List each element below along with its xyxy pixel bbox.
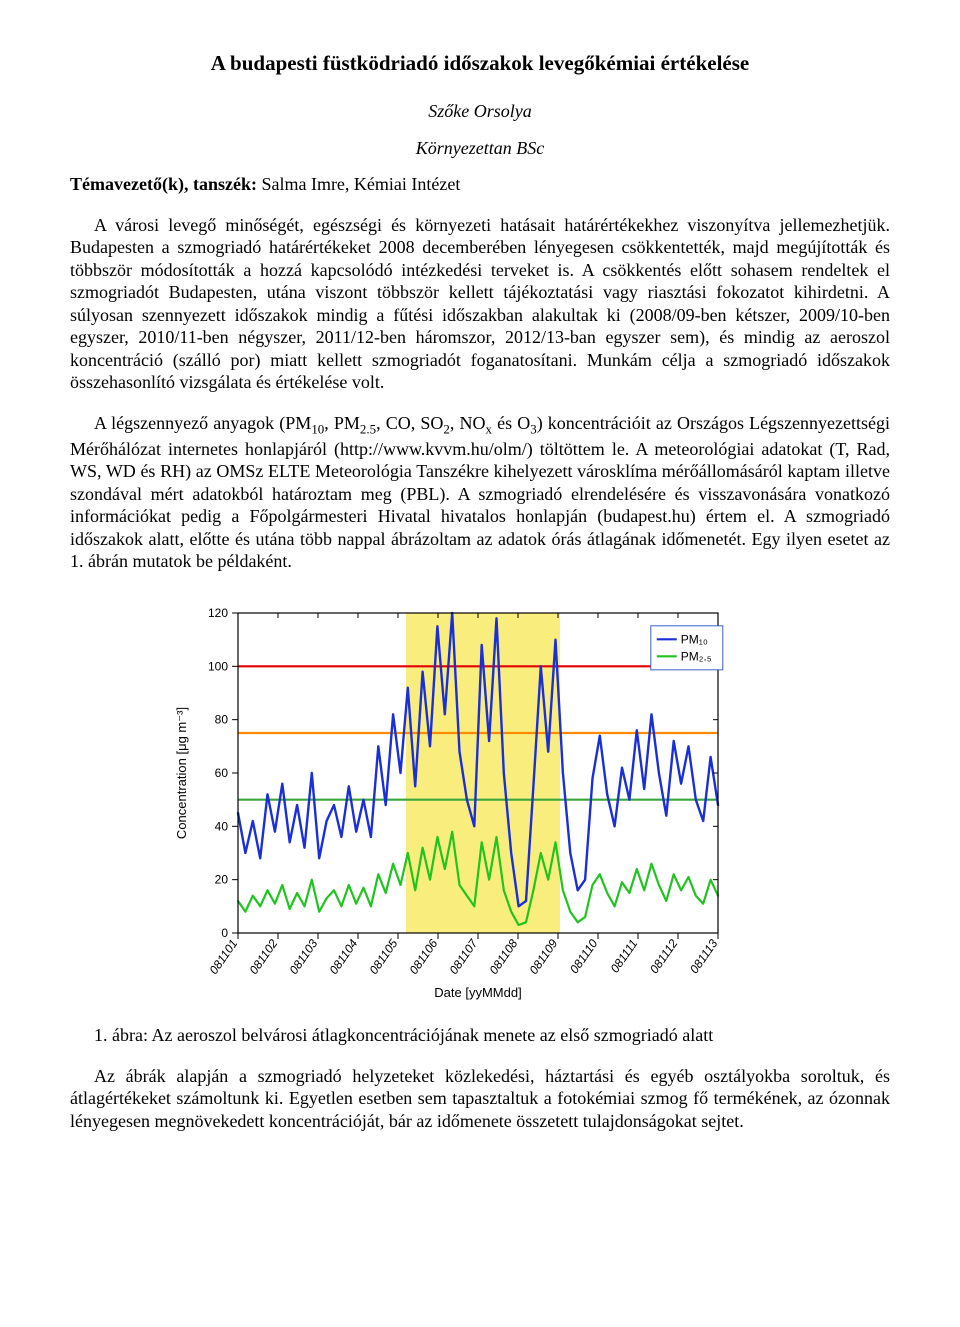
svg-text:100: 100: [208, 659, 228, 673]
svg-text:PM₁₀: PM₁₀: [681, 632, 708, 646]
doc-author: Szőke Orsolya: [70, 100, 890, 123]
paragraph-2: A légszennyező anyagok (PM10, PM2.5, CO,…: [70, 412, 890, 573]
svg-text:PM₂.₅: PM₂.₅: [681, 649, 712, 663]
svg-text:60: 60: [215, 766, 229, 780]
advisor-prefix: Témavezető(k), tanszék:: [70, 174, 261, 194]
figure-1-caption: 1. ábra: Az aeroszol belvárosi átlagkonc…: [70, 1024, 890, 1047]
svg-text:120: 120: [208, 606, 228, 620]
svg-text:80: 80: [215, 712, 229, 726]
svg-text:20: 20: [215, 872, 229, 886]
doc-advisor-line: Témavezető(k), tanszék: Salma Imre, Kémi…: [70, 173, 890, 196]
advisor-name: Salma Imre, Kémiai Intézet: [261, 174, 460, 194]
aerosol-concentration-chart: 0204060801001200811010811020811030811040…: [160, 595, 800, 1015]
svg-text:40: 40: [215, 819, 229, 833]
paragraph-3: Az ábrák alapján a szmogriadó helyzeteke…: [70, 1065, 890, 1133]
figure-1: 0204060801001200811010811020811030811040…: [70, 595, 890, 1047]
svg-text:Date [yyMMdd]: Date [yyMMdd]: [434, 985, 521, 1000]
svg-text:Concentration [μg m⁻³]: Concentration [μg m⁻³]: [174, 706, 189, 838]
doc-degree: Környezettan BSc: [70, 137, 890, 160]
paragraph-1: A városi levegő minőségét, egészségi és …: [70, 214, 890, 394]
doc-title: A budapesti füstködriadó időszakok leveg…: [70, 50, 890, 76]
document-page: A budapesti füstködriadó időszakok leveg…: [0, 0, 960, 1182]
